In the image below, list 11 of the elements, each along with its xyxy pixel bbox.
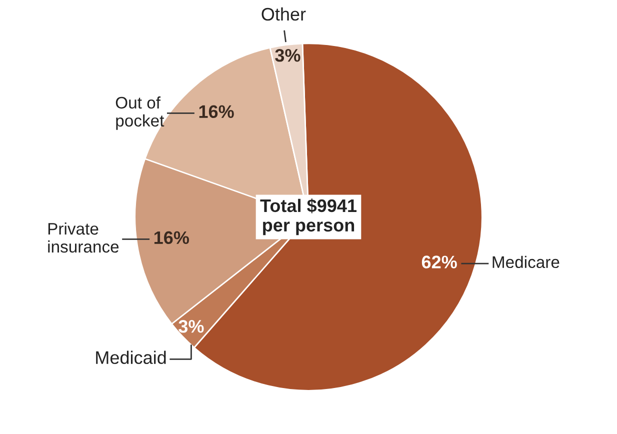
slice-label: Private insurance <box>48 222 119 253</box>
data-label: 3% <box>275 48 300 62</box>
data-label: 3% <box>178 320 204 333</box>
text: Total $9941 per person <box>260 198 357 236</box>
slice-label: Medicaid <box>96 350 166 364</box>
data-label: 16% <box>199 105 234 118</box>
data-label: 16% <box>154 231 189 244</box>
slice-label: Medicare <box>492 256 560 268</box>
data-label: 62% <box>422 256 457 268</box>
slice-label: Out of pocket <box>116 96 164 130</box>
slice-label: Other <box>262 7 306 21</box>
